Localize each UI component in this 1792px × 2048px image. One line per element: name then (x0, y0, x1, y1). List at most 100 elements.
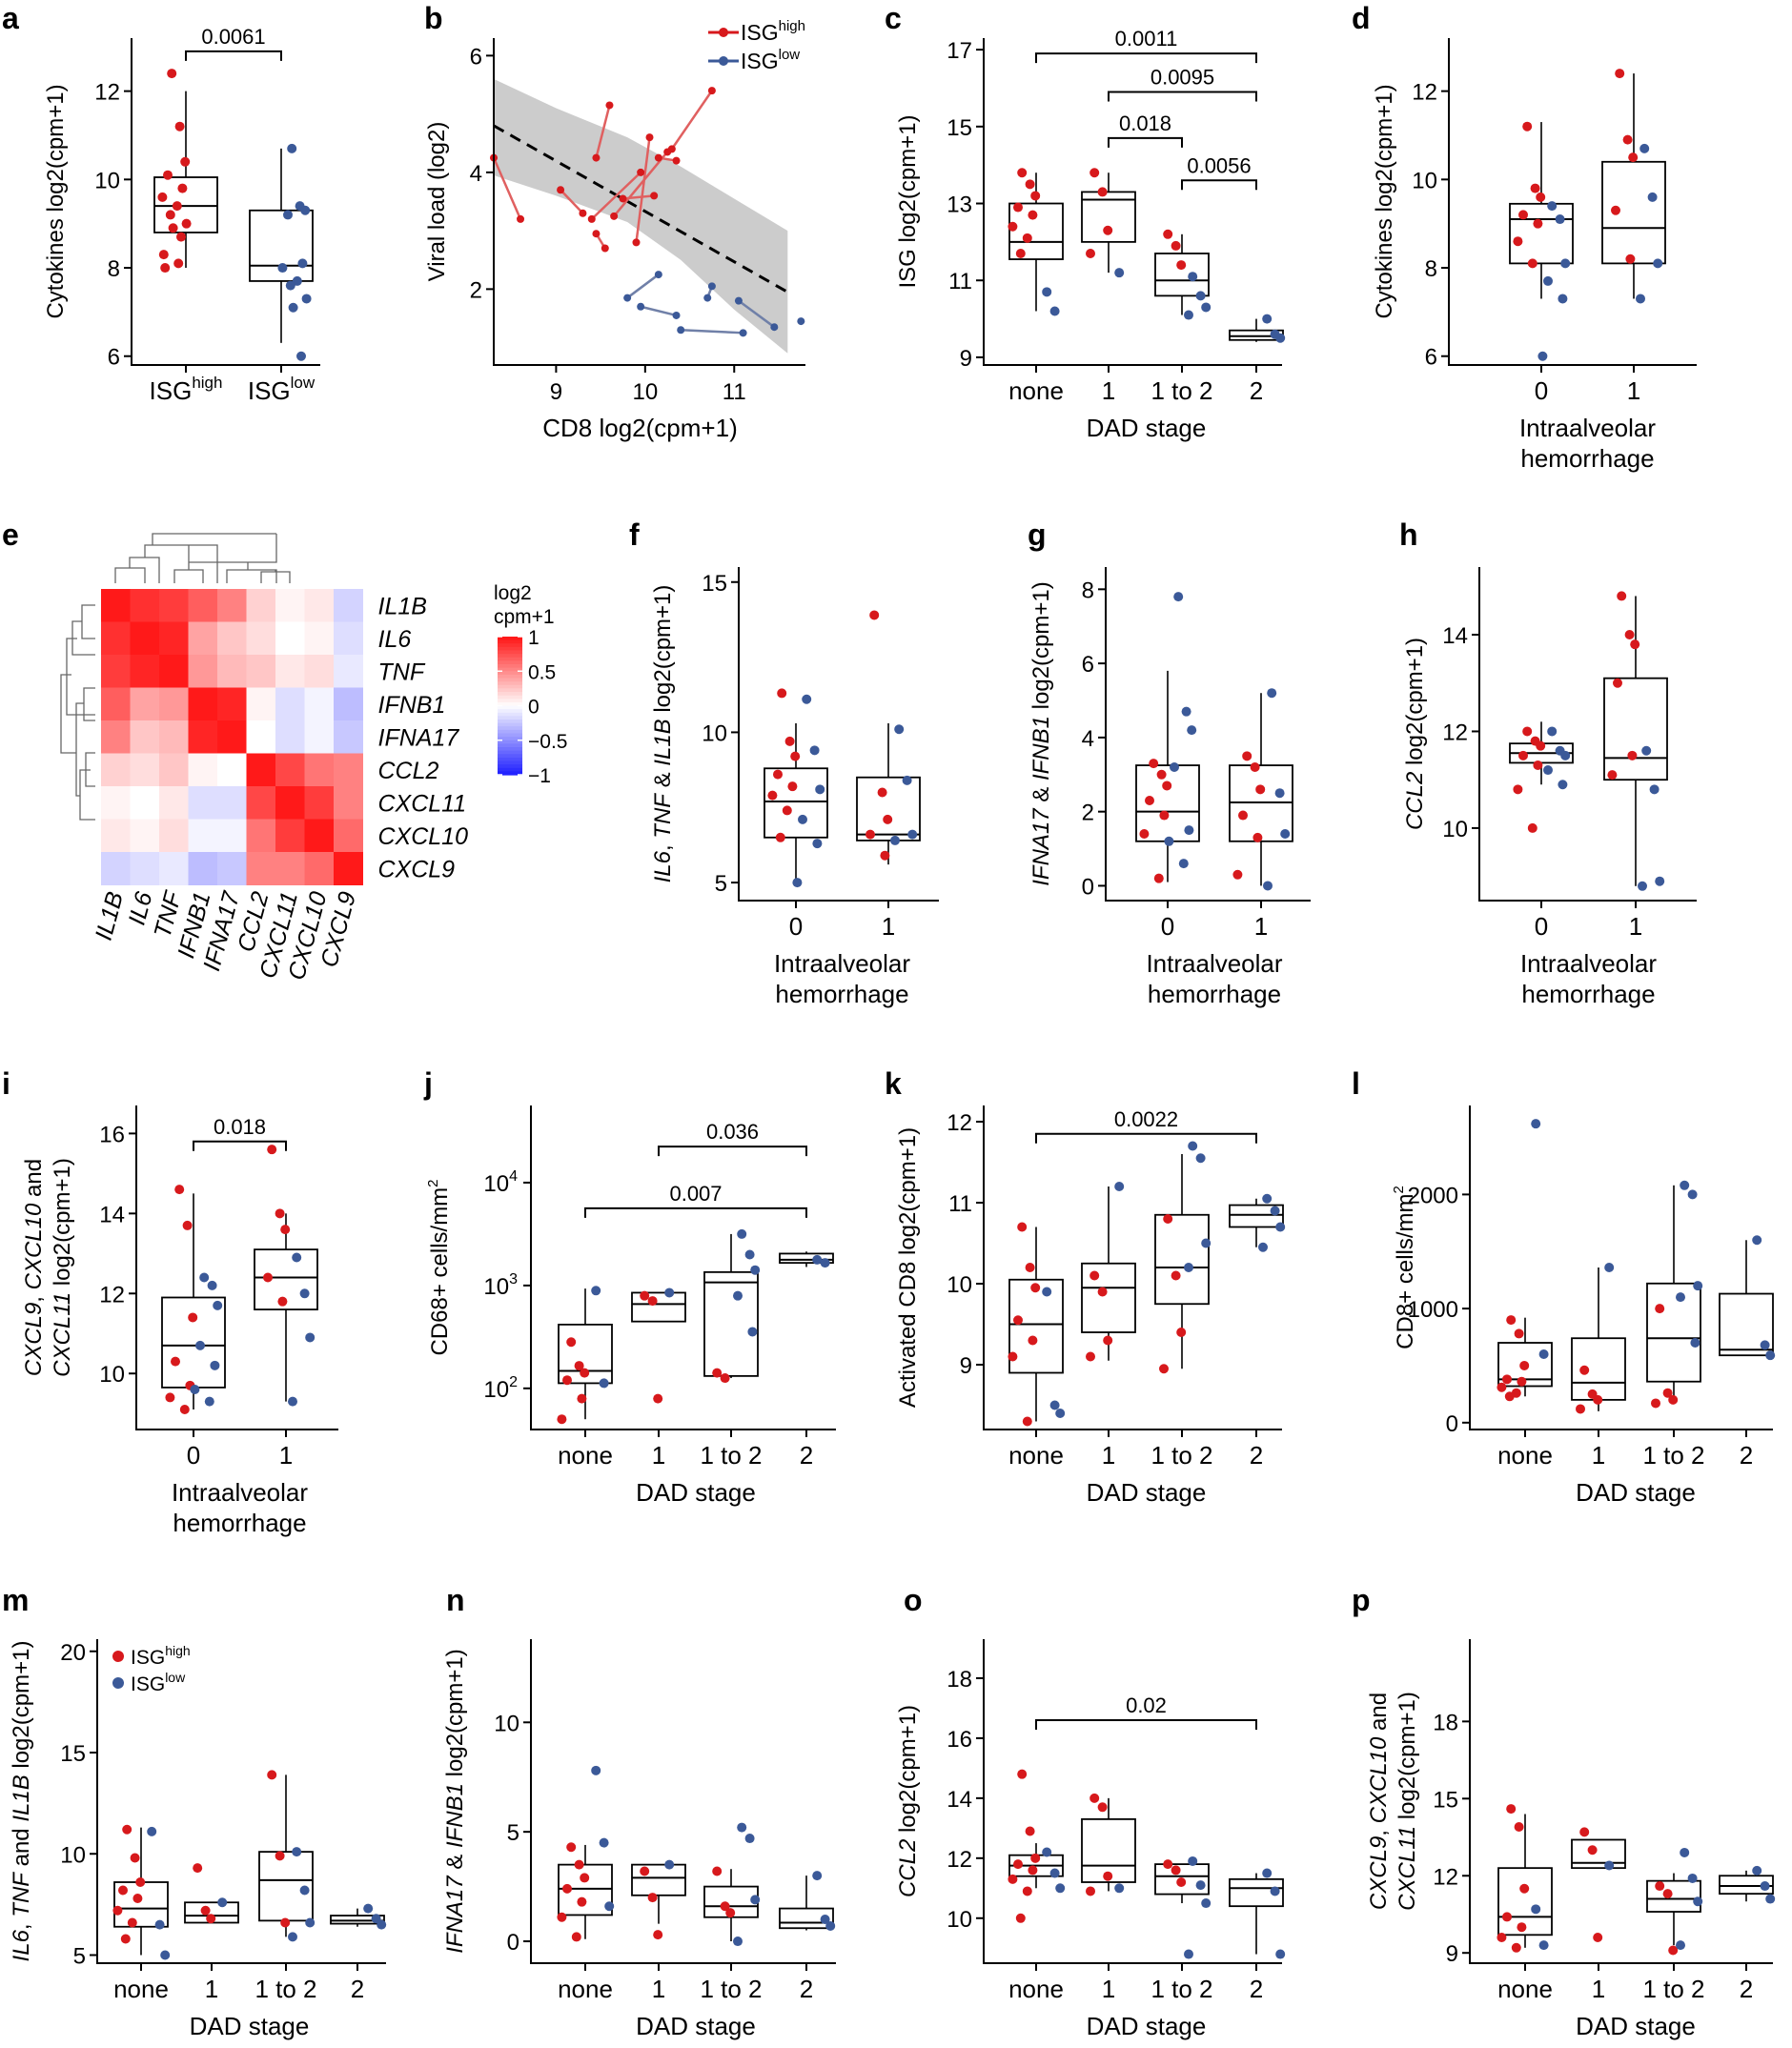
legend-gradient-step (498, 650, 522, 655)
legend-gradient-step (498, 726, 522, 731)
data-point (1760, 1881, 1770, 1892)
low-point (707, 282, 716, 291)
data-point (1049, 1400, 1060, 1410)
legend-gradient-step (498, 757, 522, 762)
data-point (1156, 769, 1167, 780)
data-point (1184, 310, 1193, 320)
data-point (802, 694, 812, 704)
data-point (1263, 881, 1273, 891)
data-point (277, 263, 288, 274)
data-point (1086, 248, 1095, 258)
data-point (653, 1930, 663, 1940)
high-point (650, 192, 659, 200)
data-point (566, 1842, 577, 1853)
legend-gradient-step (498, 637, 522, 641)
y-axis-label: IFNA17 & IFNB1 log2(cpm+1) (1028, 581, 1054, 885)
legend-gradient-step (498, 767, 522, 772)
low-pair-line (738, 299, 776, 329)
low-point (677, 326, 685, 335)
x-axis-label: DAD stage (1087, 1478, 1207, 1507)
data-point (1022, 233, 1032, 243)
data-point (1171, 240, 1181, 251)
y-tick-label: 9 (960, 346, 972, 372)
data-point (1262, 1193, 1273, 1204)
dendrogram-left (60, 604, 95, 821)
y-axis-label: IFNA17 & IFNB1 log2(cpm+1) (442, 1649, 468, 1953)
heatmap-cell (188, 720, 218, 754)
data-point (118, 1885, 128, 1896)
legend-gradient-step (498, 750, 522, 755)
data-point (1624, 630, 1635, 640)
data-point (301, 294, 312, 304)
heatmap-cell (304, 786, 335, 820)
data-point (1025, 1826, 1035, 1836)
data-point (574, 1361, 584, 1371)
box (161, 1296, 226, 1389)
data-point (267, 1770, 277, 1780)
data-point (1114, 1182, 1125, 1191)
data-point (1538, 1940, 1549, 1951)
high-point (645, 133, 654, 142)
data-point (1514, 1328, 1524, 1339)
data-point (1089, 1793, 1100, 1803)
heatmap-cell (275, 753, 305, 787)
data-point (1497, 1933, 1507, 1943)
data-point (792, 878, 803, 888)
x-tick-label: 1 (279, 1441, 293, 1470)
data-point (1537, 351, 1548, 361)
data-point (1655, 1304, 1665, 1314)
panel-letter-l: l (1352, 1066, 1360, 1101)
box (856, 776, 921, 842)
y-tick-label: 104 (483, 1168, 518, 1197)
y-tick-label: 14 (1442, 623, 1468, 649)
y-axis-label: CXCL9, CXCL10 and (21, 1159, 47, 1376)
p-value-label: 0.018 (1119, 112, 1171, 135)
heatmap-row-label: IFNB1 (378, 692, 446, 719)
data-point (599, 1378, 609, 1389)
x-tick-label: 1 to 2 (1642, 1975, 1704, 2003)
data-point (288, 1932, 297, 1942)
data-point (1506, 1315, 1517, 1326)
x-tick-label: 2 (1250, 376, 1263, 405)
data-point (377, 1919, 387, 1930)
y-tick-label: 16 (99, 1122, 125, 1147)
low-point (654, 271, 662, 279)
x-tick-label: 1 (1102, 376, 1115, 405)
legend-gradient-step (498, 705, 522, 710)
x-axis-label: DAD stage (190, 2012, 310, 2040)
legend-gradient-step (498, 684, 522, 689)
data-point (275, 1208, 285, 1219)
dendrogram-top (114, 533, 291, 583)
x-tick-label: 0 (789, 912, 803, 941)
y-tick-label: 103 (483, 1271, 518, 1300)
high-pair-line (560, 189, 584, 214)
data-point (1008, 1874, 1018, 1884)
y-axis-label: Activated CD8 log2(cpm+1) (895, 1127, 921, 1408)
high-point (557, 186, 565, 194)
y-tick-label: 14 (99, 1202, 125, 1227)
data-point (275, 1851, 285, 1861)
data-point (1668, 1394, 1679, 1405)
heatmap-cell (334, 687, 363, 721)
data-point (1013, 202, 1023, 213)
data-point (815, 784, 825, 795)
heatmap-cell (334, 621, 363, 656)
data-point (267, 1145, 277, 1155)
data-point (1275, 1222, 1286, 1232)
bracket-line (584, 1206, 807, 1218)
chart-panel-k: 9 10 11 12 none 1 1 to 2 2 0.0022 Activated CD8 l… (895, 1105, 1286, 1507)
data-point (1103, 1335, 1113, 1346)
x-tick-label: 2 (800, 1441, 813, 1470)
x-tick-label: 1 (1102, 1441, 1115, 1470)
data-point (1201, 1238, 1212, 1248)
data-point (1055, 1883, 1066, 1894)
box (1154, 253, 1210, 297)
data-point (890, 835, 900, 845)
heatmap-cell (334, 819, 363, 853)
data-point (206, 1914, 216, 1924)
data-point (1176, 1877, 1187, 1887)
data-point (1252, 832, 1263, 842)
legend-gradient-step (498, 674, 522, 679)
data-point (1022, 1886, 1032, 1896)
data-point (193, 1863, 203, 1874)
